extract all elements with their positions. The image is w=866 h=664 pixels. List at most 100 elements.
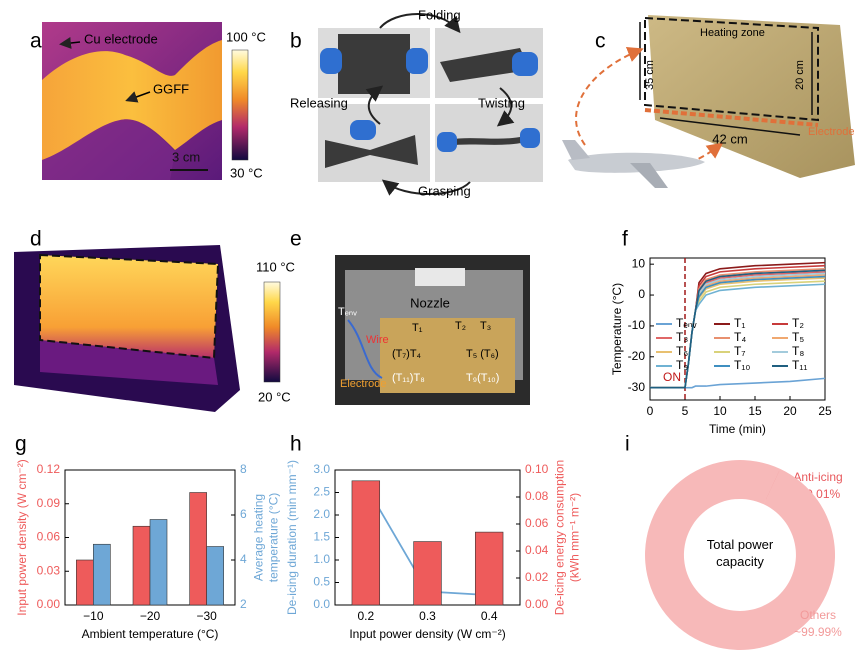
image-label: T₉(T₁₀) — [466, 372, 499, 384]
glove — [320, 48, 342, 74]
panel-letter: a — [30, 30, 42, 53]
legend-label: T₃ — [676, 330, 688, 344]
plot-frame — [649, 257, 826, 401]
y2-tick-label: 0.02 — [525, 570, 549, 584]
y-tick-label: 0.0 — [313, 597, 330, 611]
value-label: ~99.99% — [794, 625, 842, 639]
cycle-arrow — [496, 87, 515, 127]
glove — [512, 52, 538, 76]
axis-label: De-icing duration (min mm⁻¹) — [285, 460, 299, 615]
step-label: Twisting — [478, 95, 525, 110]
legend-label: T₁₁ — [792, 358, 807, 372]
axis-label: De-icing energy consumption — [553, 460, 567, 615]
axis-label: temperature (°C) — [267, 493, 281, 583]
axis-label: Input power density (W cm⁻²) — [349, 627, 505, 641]
y-tick-label: 0.5 — [313, 575, 330, 589]
dimension — [659, 117, 801, 136]
y2-tick-label: 0.00 — [525, 597, 549, 611]
y-tick-label: 0.03 — [37, 563, 61, 577]
x-tick-label: 15 — [748, 404, 762, 418]
glove — [350, 120, 376, 140]
annotation: ON — [663, 370, 681, 384]
donut-segment — [645, 460, 836, 651]
film — [448, 136, 526, 146]
bar — [189, 492, 207, 606]
colorbar-label: 100 °C — [226, 29, 266, 44]
axis-label: Input power density (W cm⁻²) — [15, 459, 29, 615]
bar — [132, 525, 151, 606]
x-tick-label: 25 — [818, 404, 832, 418]
glove — [437, 132, 457, 152]
colorbar — [263, 281, 281, 383]
image-label: T₅ (T₆) — [466, 348, 499, 360]
panel-letters: a b c d e f g h i — [15, 30, 630, 456]
step-label: Releasing — [290, 95, 348, 110]
panel-letter: d — [30, 228, 42, 251]
nozzle — [415, 268, 465, 286]
image-label: Tₑₙᵥ — [338, 306, 357, 318]
category-label: Others — [800, 608, 836, 622]
film-sample — [380, 318, 515, 393]
legend-label: T₉ — [676, 358, 688, 372]
y-tick-label: 0.00 — [37, 597, 61, 611]
cycle-arrow — [379, 13, 461, 34]
legend-label: T₈ — [792, 344, 804, 358]
x-tick-label: 20 — [783, 404, 797, 418]
bar — [149, 519, 168, 606]
image-label: T₃ — [480, 320, 491, 332]
cycle-arrow — [365, 85, 384, 125]
image-label: Nozzle — [410, 295, 450, 310]
photo-e: Nozzle Tₑₙᵥ T₁ T₂ T₃ (T₇)T₄ T₅ (T₆) Wire… — [335, 255, 530, 405]
y-tick-label: 2.5 — [313, 485, 330, 499]
y2-tick-label: 8 — [240, 462, 247, 476]
panel-letter: e — [290, 228, 302, 251]
glove — [406, 48, 428, 74]
image-label: T₂ — [455, 320, 466, 332]
y-tick-label: 0.06 — [37, 530, 61, 544]
image-label: 42 cm — [712, 131, 747, 146]
heated-zone — [40, 255, 218, 358]
thermal-image-a: Cu electrode GGFF 3 cm 100 °C 30 °C — [42, 22, 266, 180]
image-label: 35 cm — [644, 60, 656, 90]
arrow — [575, 47, 644, 146]
x-tick-label: −10 — [83, 609, 104, 623]
y2-tick-label: 0.08 — [525, 489, 549, 503]
y2-tick-label: 0.06 — [525, 516, 549, 530]
x-tick-label: −30 — [196, 609, 217, 623]
heating-panel — [648, 15, 855, 178]
image-label: (T₁₁)T₈ — [392, 372, 425, 384]
legend-label: Tₑₙᵥ — [676, 316, 697, 330]
y-tick-label: 0.09 — [37, 496, 61, 510]
step-label: Grasping — [418, 183, 471, 198]
bar — [474, 531, 504, 606]
bar — [413, 541, 442, 606]
image-label: 20 cm — [794, 60, 806, 90]
bar — [76, 559, 94, 606]
x-tick-label: 0.2 — [357, 609, 374, 623]
wires — [347, 319, 383, 379]
heating-zone — [39, 253, 220, 360]
image-label: Heating zone — [700, 27, 765, 39]
panel-letter: g — [15, 433, 27, 456]
film — [440, 48, 530, 82]
airplane-wing — [630, 163, 668, 188]
x-tick-label: 10 — [713, 404, 727, 418]
bar — [93, 543, 111, 606]
y2-tick-label: 0.10 — [525, 462, 549, 476]
scale-label: 3 cm — [172, 149, 200, 164]
legend-label: T₅ — [792, 330, 804, 344]
photos-b: Folding Twisting Grasping Releasing — [290, 7, 543, 198]
thermal-image-d: 110 °C 20 °C — [14, 245, 295, 412]
axis-label: Ambient temperature (°C) — [82, 627, 219, 641]
shadow — [42, 121, 175, 180]
legend-label: T₄ — [734, 330, 746, 344]
y-tick-label: 1.5 — [313, 530, 330, 544]
y-tick-label: -10 — [628, 318, 646, 332]
x-tick-label: −20 — [140, 609, 161, 623]
film — [338, 34, 410, 94]
airplane — [568, 152, 705, 173]
cycle-arrow — [381, 179, 471, 196]
category-label: Anti-icing — [793, 470, 842, 484]
